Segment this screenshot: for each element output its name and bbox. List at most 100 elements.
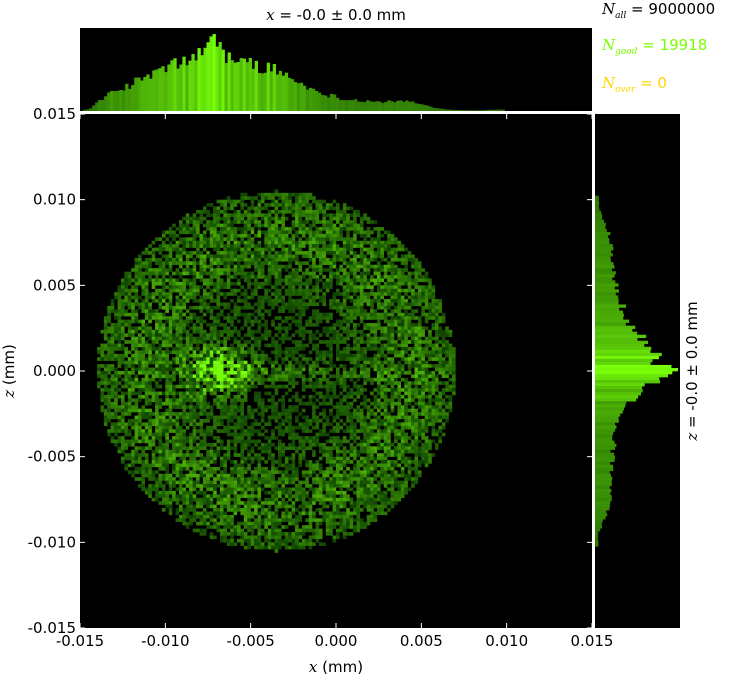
heatmap-cell bbox=[390, 398, 395, 403]
heatmap-cell bbox=[243, 196, 248, 200]
heatmap-cell bbox=[298, 333, 303, 337]
heatmap-cell bbox=[264, 429, 268, 433]
heatmap-cell bbox=[247, 302, 251, 307]
heatmap-cell bbox=[305, 237, 309, 241]
heatmap-cell bbox=[336, 247, 340, 252]
heatmap-cell bbox=[254, 374, 258, 379]
heatmap-cell bbox=[441, 312, 446, 317]
heatmap-cell bbox=[394, 381, 398, 385]
heatmap-cell bbox=[219, 285, 224, 289]
heatmap-cell bbox=[120, 394, 125, 399]
heatmap-cell bbox=[349, 237, 354, 241]
heatmap-cell bbox=[165, 319, 169, 324]
main-heatmap-panel bbox=[79, 113, 593, 629]
heatmap-cell bbox=[223, 305, 227, 310]
heatmap-cell bbox=[308, 374, 313, 379]
heatmap-cell bbox=[376, 323, 381, 327]
heatmap-cell bbox=[206, 418, 210, 423]
heatmap-cell bbox=[329, 216, 333, 221]
heatmap-cell bbox=[161, 422, 166, 427]
heatmap-cell bbox=[373, 281, 378, 286]
heatmap-cell bbox=[148, 343, 152, 348]
heatmap-cell bbox=[144, 422, 149, 427]
heatmap-cell bbox=[151, 394, 156, 399]
heatmap-cell bbox=[428, 415, 432, 420]
heatmap-cell bbox=[349, 240, 354, 245]
heatmap-cell bbox=[110, 381, 115, 385]
heatmap-cell bbox=[407, 371, 412, 375]
heatmap-cell bbox=[226, 425, 231, 430]
heatmap-cell bbox=[247, 305, 251, 310]
heatmap-cell bbox=[192, 388, 197, 392]
heatmap-cell bbox=[196, 429, 200, 433]
heatmap-cell bbox=[103, 316, 108, 320]
heatmap-cell bbox=[216, 254, 221, 259]
x-histogram-bar bbox=[432, 107, 436, 111]
heatmap-cell bbox=[213, 333, 217, 337]
heatmap-cell bbox=[424, 316, 429, 320]
heatmap-cell bbox=[144, 305, 149, 310]
heatmap-cell bbox=[274, 285, 279, 289]
heatmap-cell bbox=[284, 206, 289, 211]
heatmap-cell bbox=[151, 285, 156, 289]
heatmap-cell bbox=[97, 347, 101, 351]
heatmap-cell bbox=[267, 299, 272, 303]
heatmap-cell bbox=[158, 319, 163, 324]
heatmap-cell bbox=[288, 196, 292, 200]
heatmap-cell bbox=[424, 340, 429, 344]
heatmap-cell bbox=[138, 261, 142, 265]
heatmap-cell bbox=[339, 309, 344, 313]
heatmap-cell bbox=[226, 394, 231, 399]
heatmap-cell bbox=[192, 377, 197, 382]
heatmap-cell bbox=[411, 333, 415, 337]
heatmap-cell bbox=[230, 268, 234, 272]
heatmap-cell bbox=[315, 371, 320, 375]
heatmap-cell bbox=[209, 340, 214, 344]
heatmap-cell bbox=[131, 381, 135, 385]
heatmap-cell bbox=[264, 288, 268, 293]
heatmap-cell bbox=[107, 367, 111, 372]
heatmap-cell bbox=[233, 340, 238, 344]
heatmap-cell bbox=[291, 302, 296, 307]
heatmap-cell bbox=[295, 343, 299, 348]
heatmap-cell bbox=[127, 329, 132, 334]
heatmap-cell bbox=[387, 233, 391, 238]
heatmap-cell bbox=[397, 388, 402, 392]
heatmap-cell bbox=[336, 408, 340, 413]
heatmap-cell bbox=[107, 326, 111, 331]
heatmap-cell bbox=[411, 302, 415, 307]
heatmap-cell bbox=[342, 209, 347, 214]
heatmap-cell bbox=[233, 432, 238, 437]
heatmap-cell bbox=[233, 309, 238, 313]
heatmap-cell bbox=[390, 374, 395, 379]
heatmap-cell bbox=[339, 247, 344, 252]
heatmap-cell bbox=[243, 384, 248, 389]
heatmap-cell bbox=[247, 340, 251, 344]
heatmap-cell bbox=[417, 302, 422, 307]
heatmap-cell bbox=[155, 391, 159, 396]
heatmap-cell bbox=[161, 353, 166, 358]
heatmap-cell bbox=[206, 388, 210, 392]
heatmap-cell bbox=[226, 233, 231, 238]
heatmap-cell bbox=[250, 281, 255, 286]
heatmap-cell bbox=[339, 213, 344, 217]
heatmap-cell bbox=[237, 247, 241, 252]
heatmap-cell bbox=[376, 357, 381, 361]
heatmap-cell bbox=[332, 415, 337, 420]
heatmap-cell bbox=[243, 209, 248, 214]
heatmap-cell bbox=[223, 415, 227, 420]
heatmap-cell bbox=[97, 350, 101, 355]
heatmap-cell bbox=[281, 285, 285, 289]
heatmap-cell bbox=[144, 295, 149, 300]
heatmap-cell bbox=[219, 357, 224, 361]
heatmap-cell bbox=[274, 326, 279, 331]
heatmap-cell bbox=[363, 360, 367, 365]
heatmap-cell bbox=[182, 271, 187, 276]
heatmap-cell bbox=[226, 220, 231, 224]
heatmap-cell bbox=[387, 347, 391, 351]
heatmap-cell bbox=[305, 230, 309, 235]
heatmap-cell bbox=[356, 254, 361, 259]
heatmap-cell bbox=[114, 391, 118, 396]
heatmap-cell bbox=[373, 312, 378, 317]
heatmap-cell bbox=[219, 323, 224, 327]
